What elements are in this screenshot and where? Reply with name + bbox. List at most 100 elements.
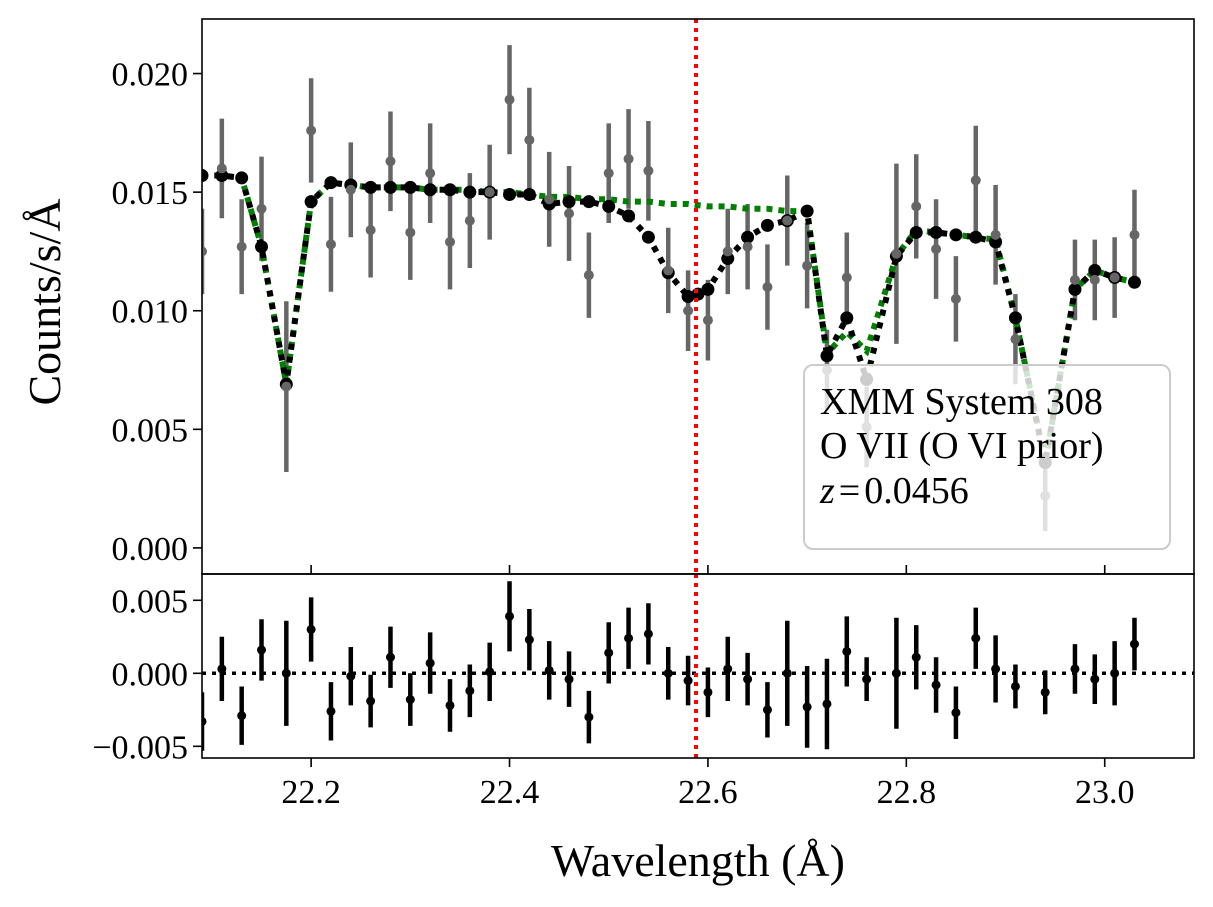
residual-panel-series bbox=[202, 574, 1194, 758]
residual-point bbox=[663, 668, 673, 678]
residual-point bbox=[385, 652, 395, 662]
residual-point bbox=[257, 645, 267, 655]
prior-model-line bbox=[202, 172, 1136, 464]
residual-y-tick-label: 0.005 bbox=[112, 583, 189, 620]
model-point bbox=[622, 209, 636, 223]
data-point bbox=[484, 187, 495, 198]
data-point bbox=[544, 194, 555, 205]
model-point bbox=[383, 180, 397, 194]
model-point bbox=[503, 188, 517, 202]
model-point bbox=[463, 185, 477, 199]
residual-point bbox=[217, 664, 227, 674]
residual-point bbox=[524, 635, 534, 645]
data-point bbox=[281, 381, 292, 392]
data-point bbox=[385, 156, 396, 167]
model-point bbox=[1127, 275, 1141, 289]
model-point bbox=[949, 228, 963, 242]
model-point bbox=[443, 183, 457, 197]
residual-point bbox=[862, 674, 872, 684]
data-point bbox=[643, 165, 654, 176]
residual-point bbox=[991, 664, 1001, 674]
data-point bbox=[504, 94, 515, 105]
model-point bbox=[255, 240, 269, 254]
model-point bbox=[324, 176, 338, 190]
model-point bbox=[641, 230, 655, 244]
residual-panel-frame bbox=[201, 573, 1195, 759]
redshift-symbol: z bbox=[819, 470, 835, 512]
residual-y-tick-label: −0.005 bbox=[92, 729, 188, 766]
model-point bbox=[820, 349, 834, 363]
model-point bbox=[1088, 263, 1102, 277]
data-point bbox=[564, 208, 575, 219]
data-point bbox=[603, 168, 614, 179]
data-point bbox=[524, 134, 535, 145]
residual-point bbox=[306, 624, 316, 634]
residual-point bbox=[1090, 674, 1100, 684]
model-point bbox=[403, 180, 417, 194]
x-tick-label: 23.0 bbox=[1075, 774, 1135, 811]
residual-point bbox=[564, 674, 574, 684]
data-point bbox=[1089, 274, 1100, 285]
residual-y-tick-label: 0.000 bbox=[112, 656, 189, 693]
data-point bbox=[1069, 274, 1080, 285]
residual-point bbox=[485, 667, 495, 677]
data-point bbox=[742, 241, 753, 252]
legend-line-ion: O VII (O VI prior) bbox=[820, 425, 1104, 467]
residual-point bbox=[822, 699, 832, 709]
residual-point bbox=[544, 665, 554, 675]
data-point bbox=[722, 246, 733, 257]
model-point bbox=[304, 195, 318, 209]
data-point bbox=[1010, 334, 1021, 345]
model-point bbox=[681, 290, 695, 303]
residual-point bbox=[743, 674, 753, 684]
data-point bbox=[216, 163, 227, 174]
residual-point bbox=[683, 676, 693, 686]
data-point bbox=[583, 270, 594, 281]
residual-point bbox=[445, 700, 455, 710]
model-point bbox=[1008, 311, 1022, 325]
model-point bbox=[969, 230, 983, 244]
data-point bbox=[841, 272, 852, 283]
redshift-equals: = bbox=[839, 470, 860, 512]
residual-point bbox=[891, 668, 901, 678]
data-point bbox=[623, 153, 634, 164]
x-axis-title: Wavelength (Å) bbox=[551, 835, 845, 886]
residual-point bbox=[1110, 668, 1120, 678]
residual-point bbox=[782, 668, 792, 678]
residual-point bbox=[505, 611, 515, 621]
residual-point bbox=[951, 708, 961, 718]
residual-point bbox=[281, 668, 291, 678]
data-point bbox=[970, 175, 981, 186]
data-point bbox=[683, 305, 694, 316]
data-point bbox=[1109, 272, 1120, 283]
top-y-tick-label: 0.005 bbox=[112, 412, 189, 449]
data-point bbox=[306, 125, 317, 136]
model-point bbox=[760, 218, 774, 232]
model-point bbox=[562, 195, 576, 209]
model-point bbox=[840, 311, 854, 325]
model-point bbox=[602, 199, 616, 213]
residual-point bbox=[425, 658, 435, 668]
x-tick-label: 22.6 bbox=[678, 774, 738, 811]
data-point bbox=[950, 293, 961, 304]
model-point bbox=[235, 171, 249, 185]
legend-line-system: XMM System 308 bbox=[820, 381, 1103, 423]
model-point bbox=[364, 180, 378, 194]
data-point bbox=[256, 203, 267, 214]
residual-point bbox=[366, 696, 376, 706]
data-point bbox=[782, 215, 793, 226]
residual-point bbox=[1070, 664, 1080, 674]
residual-point bbox=[1040, 687, 1050, 697]
residual-point bbox=[911, 652, 921, 662]
data-point bbox=[425, 168, 436, 179]
model-point bbox=[701, 282, 715, 296]
residual-point bbox=[465, 686, 475, 696]
data-point bbox=[202, 246, 207, 257]
model-point bbox=[582, 195, 596, 209]
model-point bbox=[522, 188, 536, 202]
data-point bbox=[702, 315, 713, 326]
residual-point bbox=[703, 687, 713, 697]
model-point bbox=[800, 204, 814, 218]
model-point bbox=[202, 169, 209, 183]
